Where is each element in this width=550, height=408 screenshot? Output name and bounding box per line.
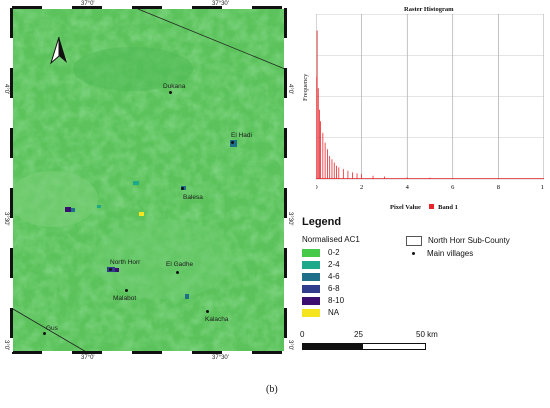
- left-tick-label: 3°0': [3, 340, 9, 351]
- legend-class-item: 8-10: [302, 296, 344, 308]
- legend-boundary-item: North Horr Sub-County: [406, 236, 510, 246]
- legend-class-item: 2-4: [302, 260, 344, 272]
- x-tick-label: 4: [406, 184, 410, 191]
- bottom-tick-label: 37°0': [81, 355, 95, 361]
- village-label-kalacha: Kalacha: [205, 316, 229, 323]
- x-tick-label: 2: [360, 184, 363, 191]
- map-canvas: [13, 9, 285, 353]
- village-dot-icon: [412, 252, 415, 256]
- boundary-swatch: [406, 236, 422, 246]
- band-1-swatch: [428, 204, 434, 209]
- boundary-label: North Horr Sub-County: [428, 236, 510, 246]
- legend-swatch: [302, 308, 320, 317]
- x-tick-label: 6: [451, 184, 455, 191]
- legend-class-label: 4-6: [328, 272, 340, 281]
- histogram-title: Raster Histogram: [404, 6, 454, 13]
- legend-class-list: 0-2 2-4 4-6 6-8 8-10 NA: [302, 248, 344, 320]
- legend-class-item: 4-6: [302, 272, 344, 284]
- map-frame-bar-bottom: [12, 351, 286, 354]
- legend-villages-item: Main villages: [406, 249, 473, 258]
- histogram-panel: Raster Histogram Frequency 0 2 4 6 8 10 Pixel…: [302, 6, 550, 216]
- village-dot: [43, 332, 46, 335]
- villages-label: Main villages: [427, 249, 474, 258]
- village-label-el-hadi: El Hadi: [231, 132, 252, 139]
- right-tick-label: 3°30': [287, 212, 293, 226]
- village-dot: [169, 91, 172, 94]
- figure-caption: (b): [266, 384, 278, 395]
- village-dot: [176, 271, 179, 274]
- map-frame-bar-left: [10, 8, 13, 352]
- bottom-tick-label: 37°30': [212, 355, 229, 361]
- boundary-line-ne: [137, 9, 285, 70]
- boundary-line-sw: [13, 308, 89, 353]
- histogram-xlabel: Pixel Value Band 1: [390, 204, 458, 211]
- right-tick-label: 4°0': [287, 84, 293, 95]
- legend-subtitle: Normalised AC1: [302, 235, 360, 244]
- x-tick-label: 0: [316, 184, 318, 191]
- village-dot: [181, 187, 184, 190]
- village-dot: [231, 141, 234, 144]
- map-panel: Dukana El Hadi Balesa North Horr El Gadh…: [12, 8, 286, 354]
- village-dot: [206, 310, 209, 313]
- band-1-label: Band 1: [438, 204, 458, 211]
- scalebar-label-0: 0: [300, 330, 305, 339]
- village-label-el-gadhe: El Gadhe: [166, 261, 194, 268]
- top-tick-label: 37°0': [81, 1, 95, 7]
- legend-class-item: 0-2: [302, 248, 344, 260]
- legend-class-label: 0-2: [328, 248, 340, 257]
- map-frame-bar-right: [284, 8, 287, 352]
- xlabel-text: Pixel Value: [390, 204, 421, 211]
- left-tick-label: 4°0': [3, 84, 9, 95]
- north-arrow-icon: [50, 36, 67, 65]
- village-label-gus: Gus: [46, 325, 58, 332]
- legend-swatch: [302, 272, 320, 281]
- village-label-dukana: Dukana: [163, 83, 186, 90]
- scalebar-label-50: 50 km: [416, 330, 438, 339]
- legend-class-label: 6-8: [328, 284, 340, 293]
- scalebar-segment-1: [302, 343, 364, 350]
- legend-class-label: 8-10: [328, 296, 345, 305]
- legend-class-label: NA: [328, 308, 340, 317]
- histogram-plot: 0 2 4 6 8 10: [316, 14, 544, 191]
- village-dot: [109, 268, 112, 271]
- left-tick-label: 3°30': [3, 212, 9, 226]
- right-tick-label: 3°0': [287, 340, 293, 351]
- legend-class-item: 6-8: [302, 284, 344, 296]
- legend-swatch: [302, 260, 320, 269]
- village-label-balesa: Balesa: [183, 194, 203, 201]
- map-frame-bar-top: [12, 6, 286, 9]
- legend-class-label: 2-4: [328, 260, 340, 269]
- legend-swatch: [302, 248, 320, 257]
- scalebar-segment-2: [362, 343, 426, 350]
- village-label-malabot: Malabot: [113, 295, 137, 302]
- top-tick-label: 37°30': [212, 1, 229, 7]
- village-label-north-horr: North Horr: [110, 259, 141, 266]
- x-tick-label: 8: [497, 184, 500, 191]
- histogram-ylabel: Frequency: [302, 73, 309, 101]
- legend-swatch: [302, 284, 320, 293]
- x-tick-label: 10: [541, 184, 544, 191]
- legend-title: Legend: [302, 216, 342, 228]
- village-dot: [125, 289, 128, 292]
- legend-swatch: [302, 296, 320, 305]
- scalebar-label-25: 25: [354, 330, 363, 339]
- legend-class-item: NA: [302, 308, 344, 320]
